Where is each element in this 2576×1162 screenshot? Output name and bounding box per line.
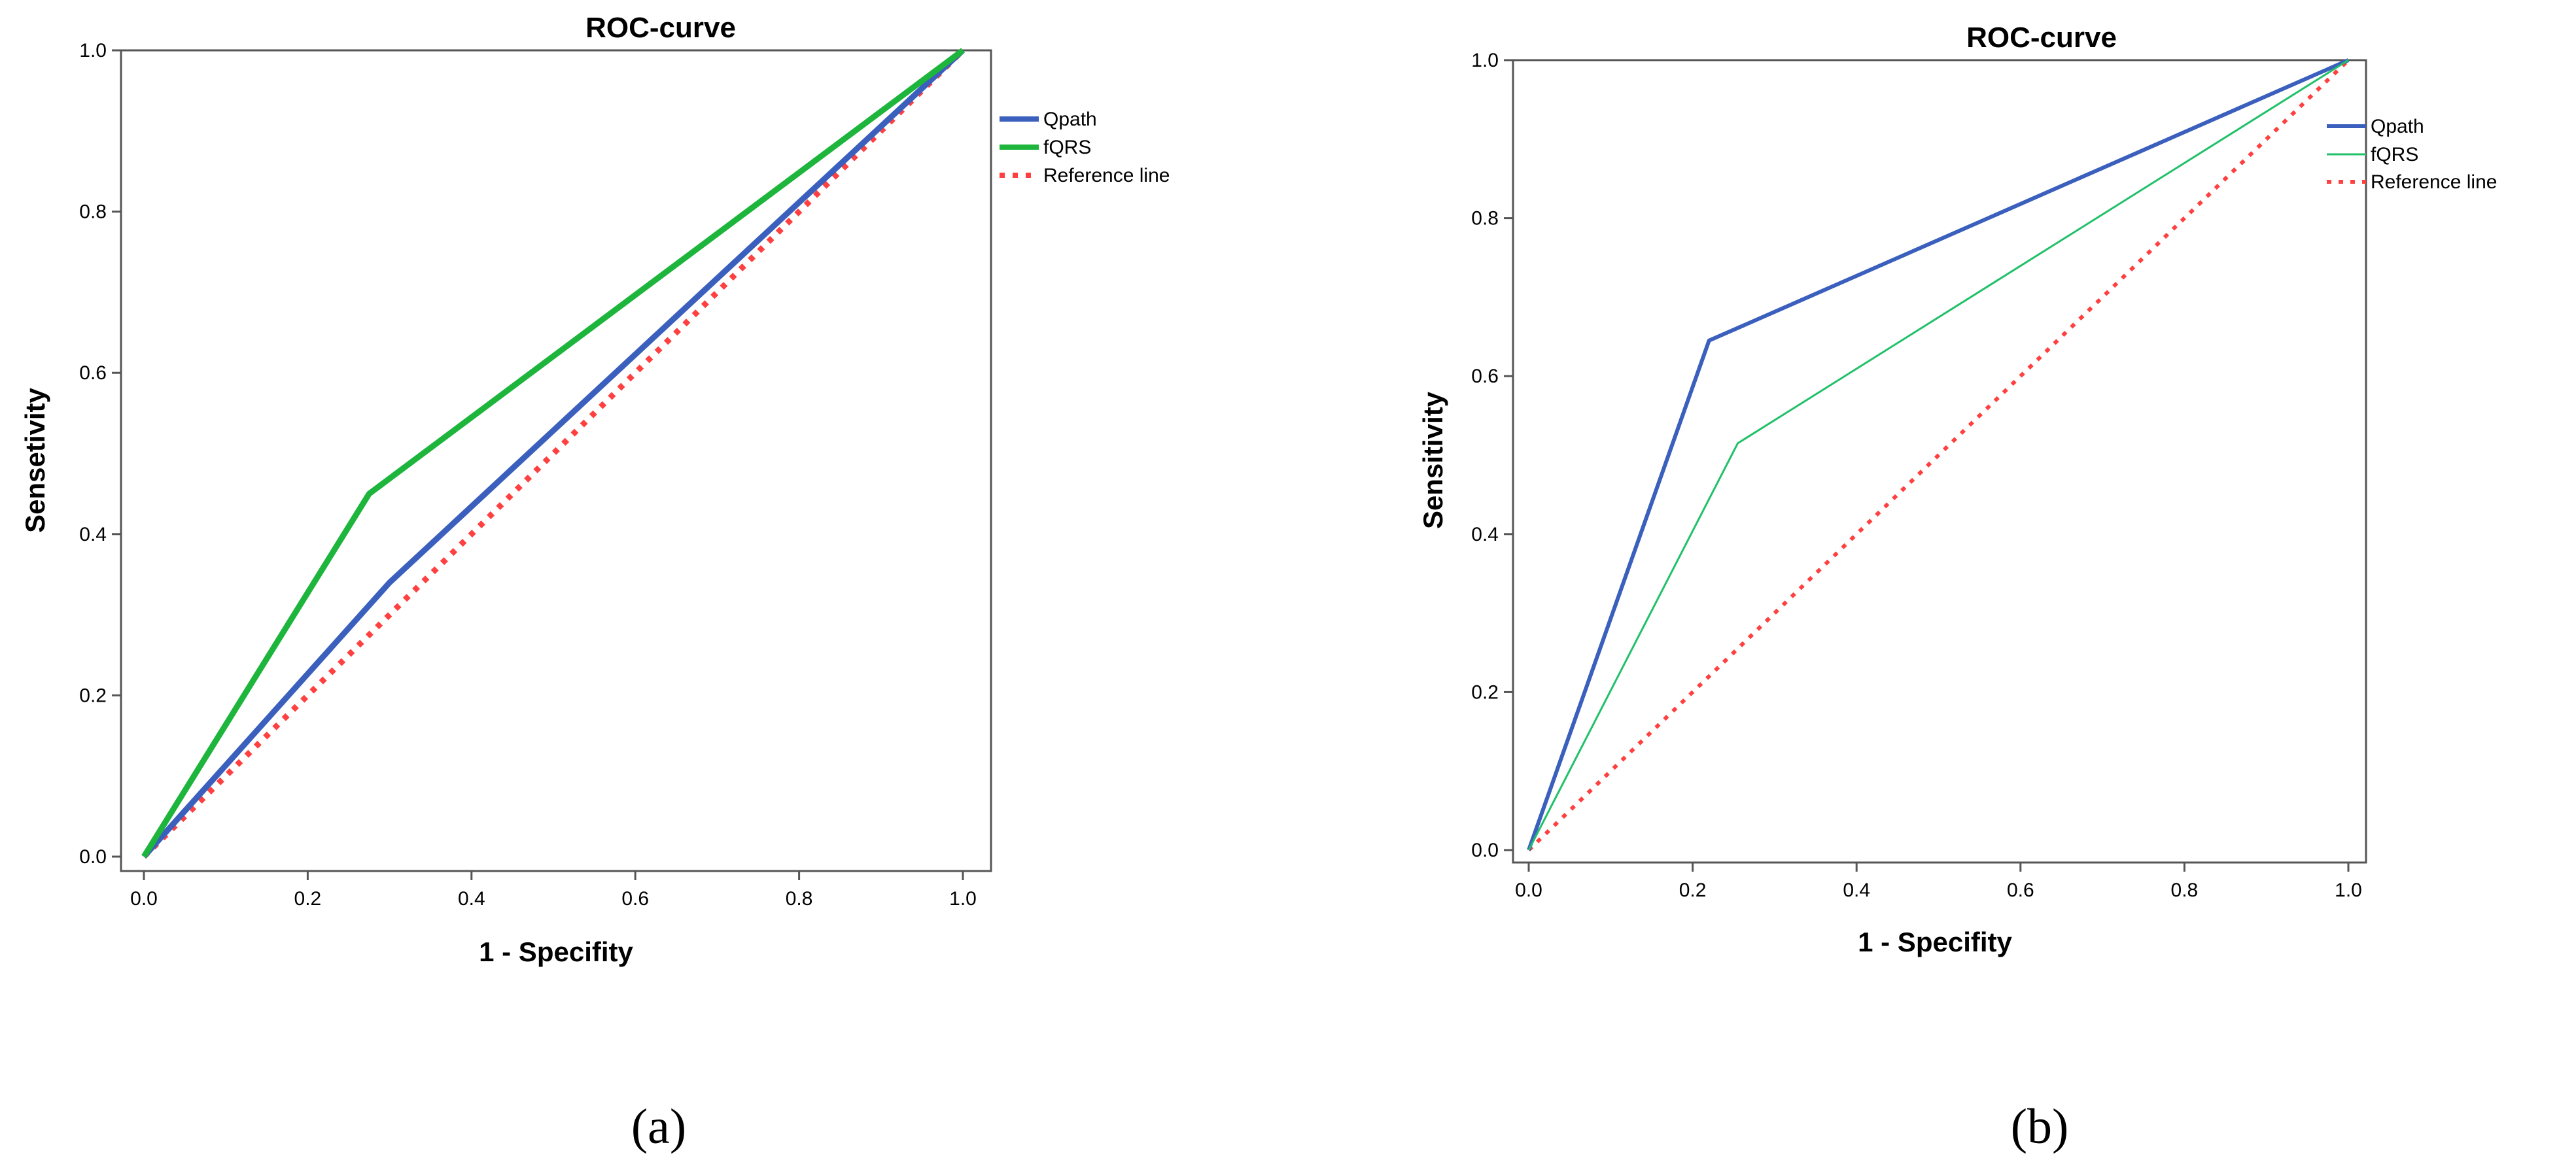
- x-tick-label-b-1: 0.2: [1679, 880, 1707, 901]
- y-tick-label-b-5: 1.0: [1471, 50, 1499, 71]
- panel-label-a: (a): [631, 1099, 686, 1154]
- x-tick-label-a-2: 0.4: [458, 888, 485, 910]
- x-tick-label-b-4: 0.8: [2171, 880, 2199, 901]
- x-tick-label-b-5: 1.0: [2335, 880, 2362, 901]
- y-tick-label-a-0: 0.0: [79, 846, 107, 868]
- x-axis-label-a: 1 - Specifity: [479, 936, 633, 967]
- x-axis-label-b: 1 - Specifity: [1858, 927, 2012, 957]
- series-fqrs-a: [141, 48, 965, 859]
- y-tick-label-b-1: 0.2: [1471, 681, 1499, 703]
- x-tick-label-a-3: 0.6: [621, 888, 649, 910]
- series-qpath-a: [141, 48, 966, 859]
- plot-area-b: [1512, 59, 2367, 864]
- series-group-a: [141, 48, 966, 859]
- legend-a: Qpath fQRS Reference line: [1000, 109, 1170, 186]
- x-tick-label-b-0: 0.0: [1515, 880, 1542, 901]
- y-tick-label-b-3: 0.6: [1471, 366, 1499, 387]
- plot-area-a: [120, 49, 992, 872]
- chart-title-a: ROC-curve: [585, 12, 736, 44]
- panel-label-b: (b): [2011, 1099, 2069, 1154]
- roc-chart-a: ROC-curve 0.0 0.2 0.4 0.6 0.8 1.0 0.0 0.2 0.4 0.6…: [20, 12, 1170, 1154]
- axis-ticks-a: 0.0 0.2 0.4 0.6 0.8 1.0 0.0 0.2 0.4 0.6 0.8 1.0: [79, 40, 977, 910]
- legend-b: Qpath fQRS Reference line: [2327, 116, 2497, 193]
- y-tick-label-a-4: 0.8: [79, 201, 107, 223]
- axis-ticks-b: 0.0 0.2 0.4 0.6 0.8 1.0 0.0 0.2 0.4 0.6 0.8 1.0: [1471, 50, 2362, 901]
- series-group-b: [1527, 58, 2350, 852]
- legend-label-reference-b: Reference line: [2371, 171, 2497, 193]
- series-reference-line-b: [1527, 58, 2350, 852]
- x-tick-label-a-4: 0.8: [786, 888, 813, 910]
- x-tick-label-a-0: 0.0: [130, 888, 158, 910]
- legend-label-qpath-a: Qpath: [1043, 109, 1097, 130]
- y-tick-label-a-5: 1.0: [79, 40, 107, 61]
- x-tick-label-a-5: 1.0: [949, 888, 977, 910]
- legend-label-fqrs-a: fQRS: [1043, 137, 1091, 158]
- y-tick-label-a-3: 0.6: [79, 362, 107, 384]
- y-tick-label-b-4: 0.8: [1471, 208, 1499, 230]
- series-fqrs-b: [1527, 59, 2349, 851]
- y-tick-label-a-2: 0.4: [79, 524, 107, 545]
- chart-title-b: ROC-curve: [1966, 22, 2117, 54]
- y-tick-label-b-0: 0.0: [1471, 840, 1499, 861]
- x-tick-label-b-3: 0.6: [2007, 880, 2034, 901]
- legend-label-fqrs-b: fQRS: [2371, 144, 2418, 165]
- y-tick-label-a-1: 0.2: [79, 685, 107, 706]
- legend-label-qpath-b: Qpath: [2371, 116, 2424, 137]
- series-qpath-b: [1527, 58, 2350, 851]
- legend-label-reference-a: Reference line: [1043, 165, 1170, 186]
- y-tick-label-b-2: 0.4: [1471, 524, 1499, 545]
- y-axis-label-b: Sensitivity: [1418, 391, 1448, 529]
- roc-chart-b: ROC-curve 0.0 0.2 0.4 0.6 0.8 1.0 0.0 0.2 0.4 0.6…: [1418, 22, 2497, 1154]
- x-tick-label-a-1: 0.2: [294, 888, 322, 910]
- y-axis-label-a: Sensetivity: [20, 387, 50, 532]
- series-reference-line-a: [141, 48, 966, 859]
- x-tick-label-b-2: 0.4: [1843, 880, 1870, 901]
